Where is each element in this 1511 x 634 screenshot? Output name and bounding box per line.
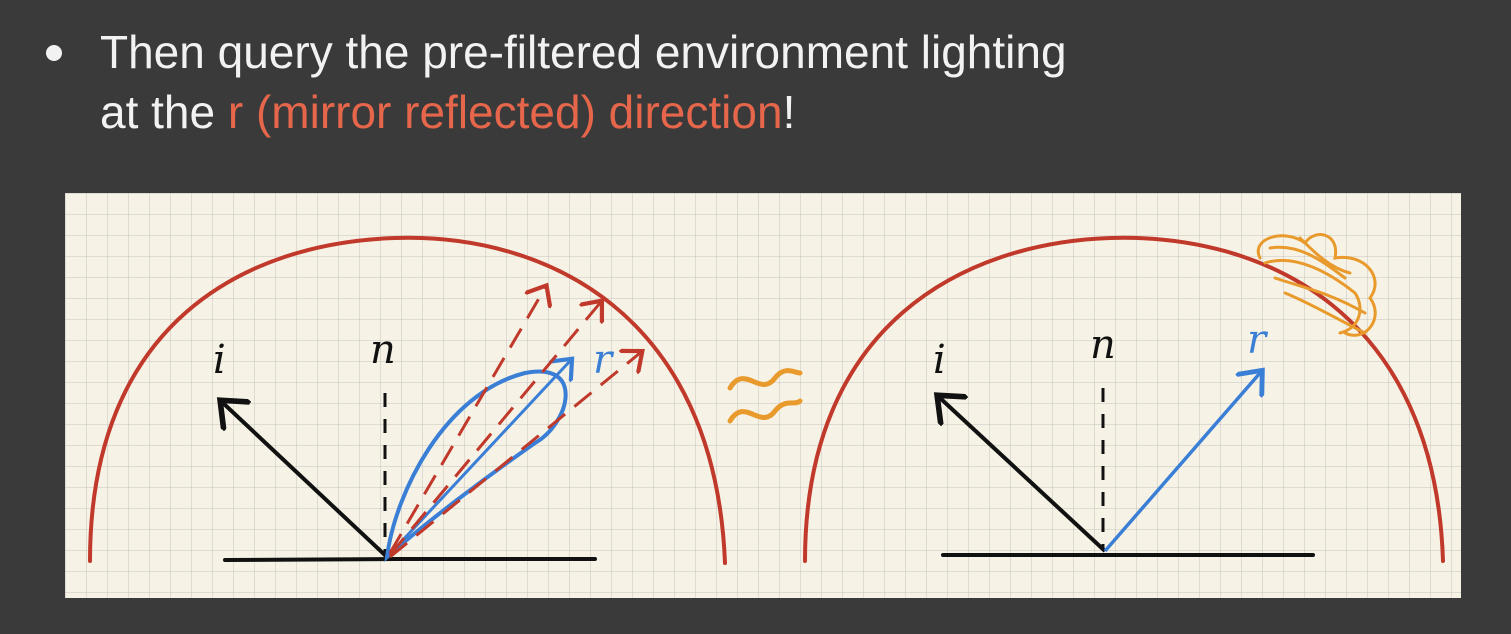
left-reflect-label: r — [593, 337, 615, 383]
bullet-line-2-prefix: at the — [100, 86, 228, 138]
right-reflect-arrow — [1103, 373, 1260, 553]
diagram-panel: i n r i n r — [65, 193, 1461, 598]
right-hemisphere — [803, 235, 1445, 563]
right-incident-label: i — [933, 337, 946, 383]
bullet-line-1: Then query the pre-filtered environment … — [100, 26, 1067, 78]
left-incident-label: i — [213, 337, 226, 383]
bullet-text: Then query the pre-filtered environment … — [46, 22, 1067, 142]
right-reflect-label: r — [1247, 317, 1269, 363]
right-incident-arrow — [940, 398, 1107, 553]
bullet-line-2: at the r (mirror reflected) direction! — [100, 82, 1067, 142]
right-diagram: i n r — [803, 233, 1445, 563]
left-surface-line — [223, 557, 597, 562]
left-diagram: i n r — [88, 235, 727, 565]
left-normal-label: n — [370, 327, 396, 373]
left-sample-ray-2 — [388, 303, 600, 556]
left-incident-arrow — [223, 403, 389, 559]
diagram-svg: i n r i n r — [88, 233, 1445, 565]
left-glossy-lobe — [384, 369, 568, 563]
bullet-highlight: r (mirror reflected) direction — [227, 86, 783, 138]
left-sample-ray-1 — [388, 288, 545, 554]
bullet-line-2-suffix: ! — [782, 86, 796, 138]
prefiltered-lighting-scribble — [1256, 233, 1377, 337]
left-hemisphere — [88, 235, 727, 565]
left-sample-ray-3 — [389, 353, 640, 559]
approx-symbol — [727, 368, 803, 424]
bullet-icon — [46, 45, 62, 61]
right-normal-label: n — [1090, 322, 1116, 368]
